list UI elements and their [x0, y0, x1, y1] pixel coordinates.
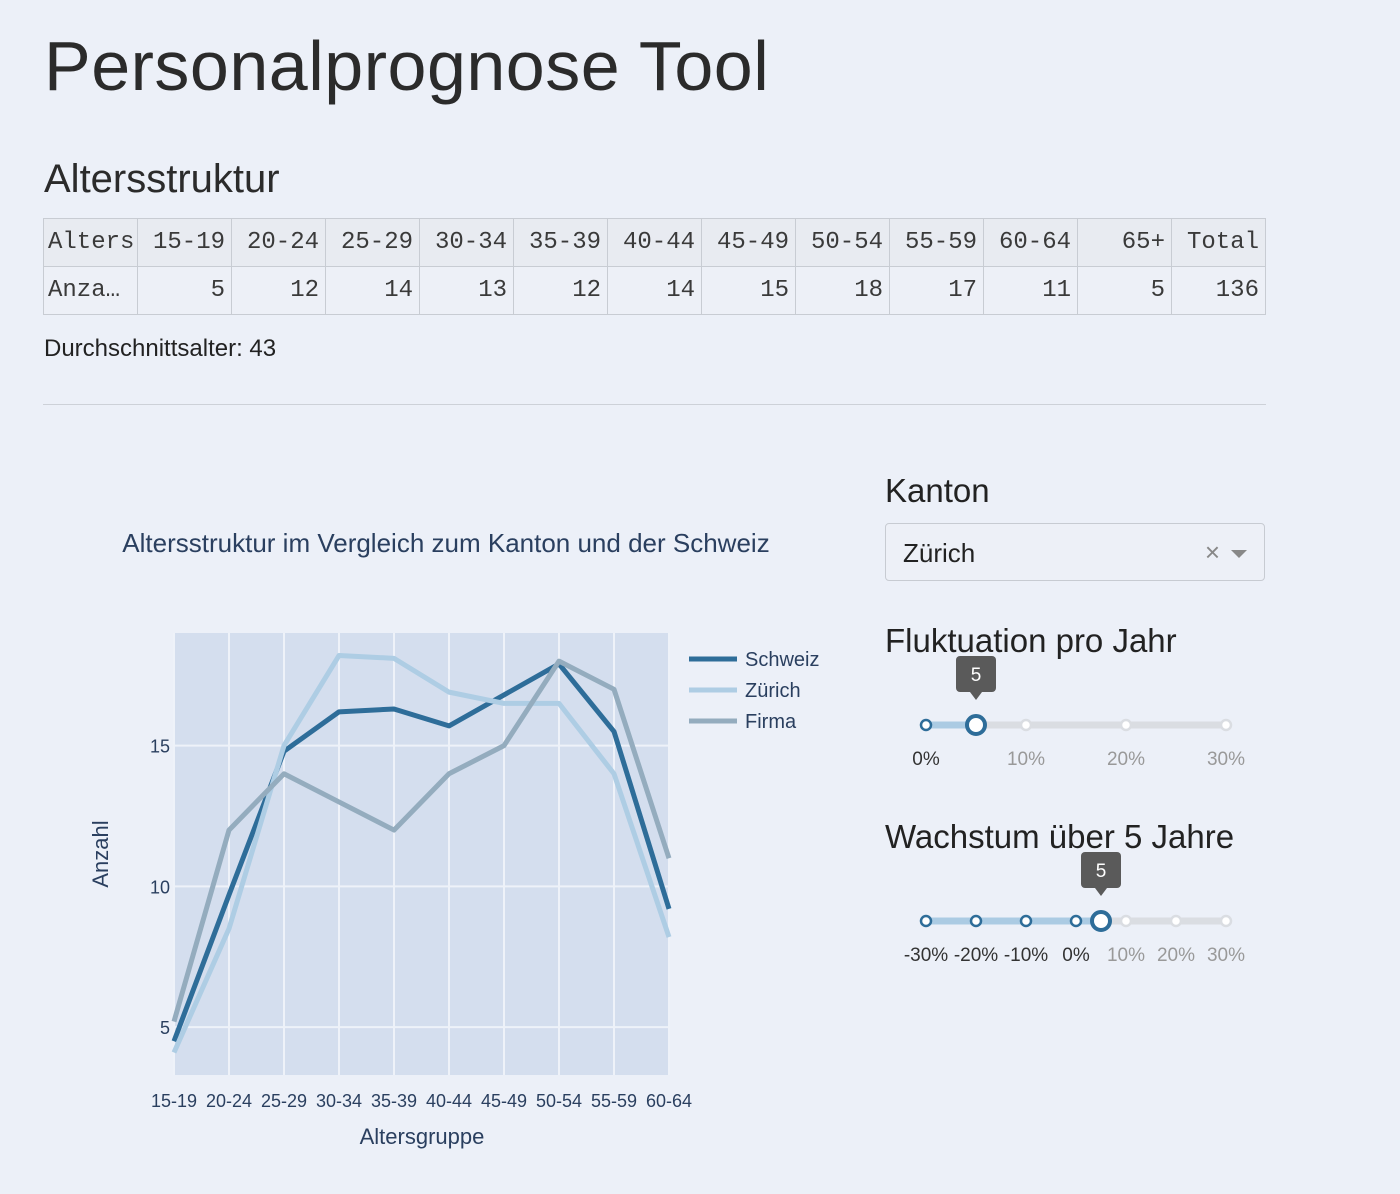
wachstum-mark-label[interactable]: 30% [1207, 945, 1245, 966]
table-row: Anza… 5 12 14 13 12 14 15 18 17 11 5 136 [43, 266, 1266, 315]
wachstum-value-tooltip: 5 [1081, 852, 1121, 896]
table-header-cell[interactable]: 60-64 [983, 218, 1078, 267]
wachstum-mark-dot[interactable] [1219, 914, 1233, 928]
y-axis-label: Anzahl [88, 820, 113, 887]
fluktuation-mark-dot[interactable] [1119, 718, 1133, 732]
x-tick-label: 35-39 [371, 1091, 417, 1111]
y-tick-label: 5 [160, 1018, 170, 1038]
chart-legend[interactable]: Schweiz Zürich Firma [689, 649, 819, 733]
table-cell[interactable]: 12 [513, 266, 608, 315]
wachstum-mark-label[interactable]: -30% [904, 945, 948, 966]
fluktuation-mark-label[interactable]: 0% [912, 749, 940, 770]
x-tick-label: 40-44 [426, 1091, 472, 1111]
clear-icon[interactable]: × [1204, 537, 1220, 567]
table-header-cell[interactable]: 20-24 [231, 218, 326, 267]
svg-text:5: 5 [1096, 861, 1107, 882]
table-header-cell[interactable]: 35-39 [513, 218, 608, 267]
page-title: Personalprognose Tool [44, 27, 770, 105]
y-tick-label: 10 [150, 877, 170, 897]
series-line-zürich[interactable] [171, 653, 672, 1054]
y-tick-label: 15 [150, 737, 170, 757]
average-age-text: Durchschnittsalter: 43 [44, 335, 277, 362]
chart-title: Altersstruktur im Vergleich zum Kanton u… [122, 528, 769, 558]
fluktuation-slider[interactable]: 0% 10% 20% 30% 5 [880, 650, 1280, 780]
legend-item-schweiz[interactable]: Schweiz [745, 649, 819, 671]
table-header-cell[interactable]: 40-44 [607, 218, 702, 267]
table-cell[interactable]: 11 [983, 266, 1078, 315]
fluktuation-mark-dot[interactable] [1019, 718, 1033, 732]
fluktuation-mark-label[interactable]: 30% [1207, 749, 1245, 770]
series-line-schweiz[interactable] [171, 661, 672, 1043]
x-tick-label: 50-54 [536, 1091, 582, 1111]
fluktuation-mark-label[interactable]: 20% [1107, 749, 1145, 770]
fluktuation-mark-dot[interactable] [919, 718, 933, 732]
table-cell[interactable]: 18 [795, 266, 890, 315]
wachstum-handle[interactable] [1090, 910, 1112, 932]
wachstum-mark-dot[interactable] [919, 914, 933, 928]
wachstum-mark-label[interactable]: -20% [954, 945, 998, 966]
series-line-firma[interactable] [171, 658, 672, 1023]
table-cell[interactable]: 5 [137, 266, 232, 315]
fluktuation-value-tooltip: 5 [956, 656, 996, 700]
x-tick-label: 30-34 [316, 1091, 362, 1111]
age-comparison-chart[interactable]: Altersstruktur im Vergleich zum Kanton u… [0, 430, 870, 1170]
wachstum-mark-label[interactable]: 20% [1157, 945, 1195, 966]
x-tick-label: 60-64 [646, 1091, 692, 1111]
wachstum-label: Wachstum über 5 Jahre [885, 818, 1235, 855]
wachstum-mark-label[interactable]: -10% [1004, 945, 1048, 966]
x-tick-label: 15-19 [151, 1091, 197, 1111]
fluktuation-mark-dot[interactable] [1219, 718, 1233, 732]
table-cell[interactable]: 15 [701, 266, 796, 315]
wachstum-slider[interactable]: -30% -20% -10% 0% 10% 20% 30% 5 [880, 846, 1280, 976]
x-axis-label: Altersgruppe [360, 1124, 485, 1149]
x-tick-label: 55-59 [591, 1091, 637, 1111]
section-title: Altersstruktur [44, 157, 280, 201]
divider [43, 404, 1266, 405]
table-header-cell[interactable]: 65+ [1077, 218, 1172, 267]
table-header-cell[interactable]: Total [1171, 218, 1266, 267]
wachstum-mark-dot[interactable] [1019, 914, 1033, 928]
table-cell[interactable]: 13 [419, 266, 514, 315]
table-header-cell[interactable]: 25-29 [325, 218, 420, 267]
table-header-cell[interactable]: 50-54 [795, 218, 890, 267]
x-tick-label: 25-29 [261, 1091, 307, 1111]
fluktuation-mark-label[interactable]: 10% [1007, 749, 1045, 770]
table-cell[interactable]: Anza… [43, 266, 138, 315]
kanton-dropdown[interactable]: Zürich × [885, 523, 1265, 581]
x-tick-label: 45-49 [481, 1091, 527, 1111]
x-tick-label: 20-24 [206, 1091, 252, 1111]
table-header-cell[interactable]: 30-34 [419, 218, 514, 267]
table-cell[interactable]: 17 [889, 266, 984, 315]
table-header-cell[interactable]: 45-49 [701, 218, 796, 267]
wachstum-mark-label[interactable]: 0% [1062, 945, 1090, 966]
wachstum-mark-dot[interactable] [1169, 914, 1183, 928]
table-header-cell[interactable]: Alters [43, 218, 138, 267]
table-header-cell[interactable]: 15-19 [137, 218, 232, 267]
legend-item-zürich[interactable]: Zürich [745, 680, 801, 702]
wachstum-mark-dot[interactable] [969, 914, 983, 928]
legend-item-firma[interactable]: Firma [745, 711, 797, 733]
svg-text:5: 5 [971, 665, 982, 686]
table-cell[interactable]: 5 [1077, 266, 1172, 315]
kanton-selected-value: Zürich [903, 538, 976, 568]
kanton-label: Kanton [885, 472, 990, 509]
table-cell[interactable]: 12 [231, 266, 326, 315]
fluktuation-label: Fluktuation pro Jahr [885, 622, 1177, 659]
chevron-down-icon[interactable] [1231, 550, 1247, 558]
wachstum-mark-label[interactable]: 10% [1107, 945, 1145, 966]
table-cell[interactable]: 14 [607, 266, 702, 315]
table-cell[interactable]: 14 [325, 266, 420, 315]
table-cell[interactable]: 136 [1171, 266, 1266, 315]
table-header-row: Alters 15-19 20-24 25-29 30-34 35-39 40-… [43, 218, 1266, 267]
fluktuation-handle[interactable] [965, 714, 987, 736]
table-header-cell[interactable]: 55-59 [889, 218, 984, 267]
plot-area[interactable] [174, 633, 669, 1075]
wachstum-mark-dot[interactable] [1069, 914, 1083, 928]
age-structure-table: Alters 15-19 20-24 25-29 30-34 35-39 40-… [43, 218, 1266, 315]
wachstum-mark-dot[interactable] [1119, 914, 1133, 928]
